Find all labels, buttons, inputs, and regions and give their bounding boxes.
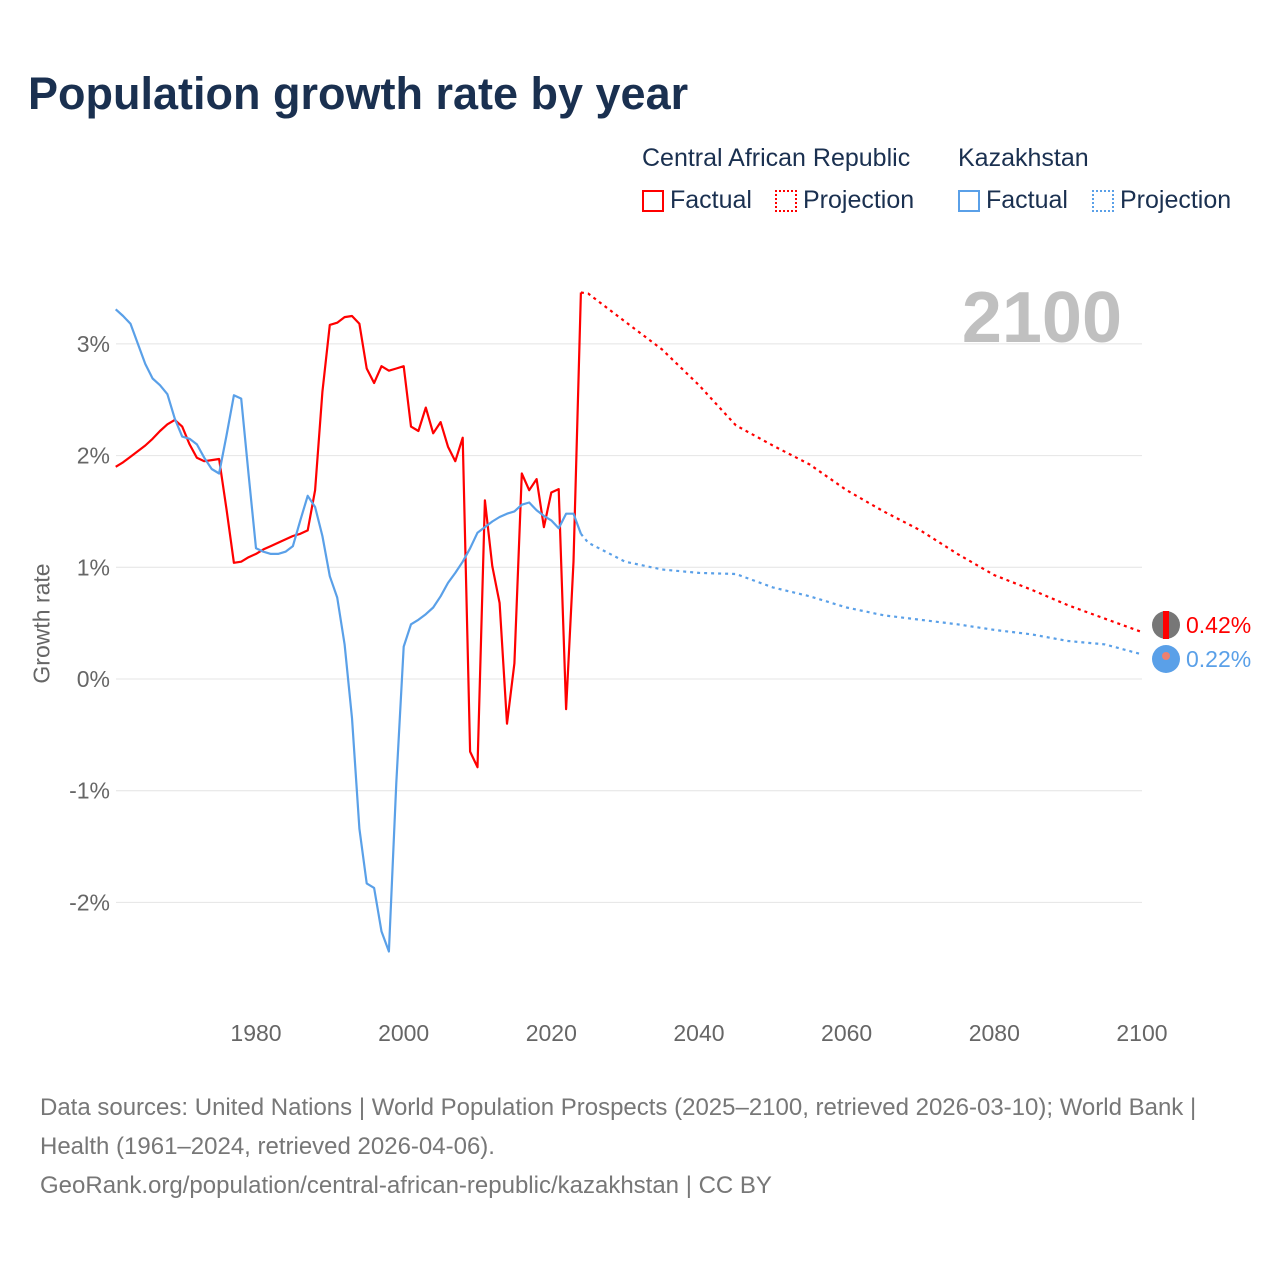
legend-label: Projection — [803, 186, 915, 214]
end-value-label: 0.42% — [1186, 612, 1251, 638]
legend-label: Projection — [1120, 186, 1232, 214]
x-tick-label: 2040 — [673, 1020, 724, 1046]
flag-sun — [1162, 652, 1170, 660]
legend-kaz-projection[interactable]: Projection — [1092, 186, 1231, 215]
series-line-factual-0 — [115, 292, 582, 769]
y-tick-label: 2% — [77, 443, 110, 469]
series-line-factual-1 — [114, 308, 582, 953]
end-value-label: 0.22% — [1186, 646, 1251, 672]
x-tick-label: 2000 — [378, 1020, 429, 1046]
legend-label: Factual — [670, 186, 752, 214]
y-tick-label: 3% — [77, 331, 110, 357]
x-tick-label: 2060 — [821, 1020, 872, 1046]
legend-group-car: Central African Republic — [642, 144, 911, 172]
legend-kaz-factual[interactable]: Factual — [958, 186, 1068, 215]
y-tick-label: 0% — [77, 666, 110, 692]
series-line-projection-1 — [580, 533, 1143, 656]
y-tick-label: -2% — [69, 889, 110, 915]
legend-swatch — [642, 189, 664, 212]
data-sources: Data sources: United Nations | World Pop… — [40, 1094, 1197, 1160]
x-tick-label: 2080 — [969, 1020, 1020, 1046]
legend-swatch — [1092, 189, 1114, 212]
legend-label: Factual — [986, 186, 1068, 214]
flag-stripe — [1163, 611, 1169, 639]
legend-car-factual[interactable]: Factual — [642, 186, 752, 215]
legend-swatch — [958, 189, 980, 212]
footer: Data sources: United Nations | World Pop… — [40, 1088, 1240, 1205]
legend-swatch — [775, 189, 797, 212]
series-line-projection-0 — [580, 291, 1143, 634]
y-tick-label: 1% — [77, 554, 110, 580]
x-tick-label: 2020 — [526, 1020, 577, 1046]
legend-car-projection[interactable]: Projection — [775, 186, 914, 215]
chart-title: Population growth rate by year — [28, 68, 689, 119]
legend-group-kazakhstan: Kazakhstan — [958, 144, 1089, 172]
x-tick-label: 2100 — [1116, 1020, 1167, 1046]
source-link[interactable]: GeoRank.org/population/central-african-r… — [40, 1172, 772, 1199]
year-overlay: 2100 — [962, 278, 1122, 358]
x-tick-label: 1980 — [230, 1020, 281, 1046]
y-tick-label: -1% — [69, 778, 110, 804]
